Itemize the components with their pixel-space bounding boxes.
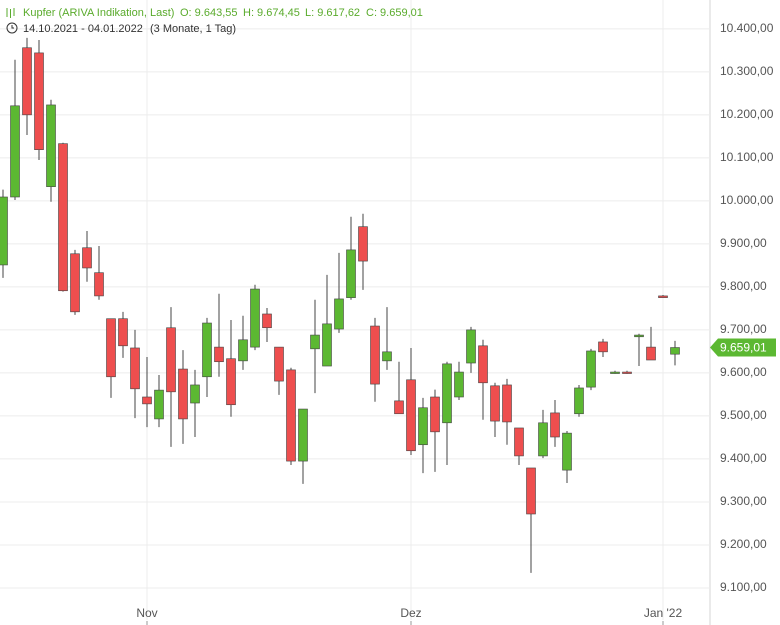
candle-body	[322, 323, 332, 367]
ohlc-label: H: 9.674,45	[243, 7, 300, 19]
y-tick-label: 9.300,00	[720, 494, 767, 508]
candle-body	[514, 427, 524, 457]
candle-body	[94, 272, 104, 297]
candle-body	[286, 369, 296, 462]
candle-body	[118, 318, 128, 347]
y-tick-label: 9.900,00	[720, 236, 767, 250]
x-tick-label: Dez	[400, 606, 421, 620]
candle-body	[274, 346, 284, 382]
candle-body	[262, 313, 272, 329]
candle-body	[610, 371, 620, 374]
y-tick-label: 10.400,00	[720, 21, 774, 35]
candle-body	[538, 422, 548, 457]
candle-body	[646, 346, 656, 361]
candle-body	[562, 432, 572, 471]
candle-body	[298, 408, 308, 462]
x-tick-label: Nov	[136, 606, 157, 620]
date-range: 14.10.2021 - 04.01.2022	[23, 23, 143, 35]
y-tick-label: 10.100,00	[720, 150, 774, 164]
candle-body	[334, 298, 344, 330]
y-tick-label: 9.800,00	[720, 279, 767, 293]
period: (3 Monate, 1 Tag)	[150, 23, 236, 35]
y-tick-label: 9.200,00	[720, 537, 767, 551]
candle-body	[478, 345, 488, 384]
ohlc-label: L: 9.617,62	[305, 7, 360, 19]
candle-body	[0, 196, 8, 266]
candle-body	[670, 347, 680, 355]
candle-body	[466, 329, 476, 364]
candle-body	[58, 143, 68, 292]
candle-body	[130, 347, 140, 390]
candle-body	[10, 105, 20, 198]
y-tick-label: 10.000,00	[720, 193, 774, 207]
instrument: Kupfer (ARIVA Indikation, Last)	[23, 7, 174, 19]
candle-body	[490, 385, 500, 422]
last-price-label: 9.659,01	[720, 341, 767, 355]
y-tick-label: 9.400,00	[720, 451, 767, 465]
candle-body	[598, 341, 608, 353]
candle-body	[202, 322, 212, 378]
candle-body	[526, 467, 536, 515]
clock-hands	[11, 25, 14, 29]
candle-body	[634, 334, 644, 338]
candle-body	[310, 334, 320, 350]
clock-icon	[6, 22, 18, 34]
candle-body	[70, 253, 80, 313]
candle-body	[574, 387, 584, 415]
ohlc-label: O: 9.643,55	[180, 7, 238, 19]
ohlc-label: C: 9.659,01	[366, 7, 423, 19]
candle-body	[106, 318, 116, 378]
candle-body	[358, 226, 368, 262]
header: Kupfer (ARIVA Indikation, Last) O: 9.643…	[5, 7, 423, 35]
y-tick-label: 10.300,00	[720, 64, 774, 78]
candle-body	[142, 396, 152, 405]
candle-body	[454, 371, 464, 398]
candle-body	[418, 407, 428, 446]
candle-body	[34, 52, 44, 150]
candle-body	[394, 400, 404, 415]
candle-body	[190, 384, 200, 404]
y-tick-label: 9.600,00	[720, 365, 767, 379]
candle-body	[238, 339, 248, 362]
candle-icon	[6, 8, 15, 18]
candle-body	[214, 346, 224, 363]
candle-body	[502, 384, 512, 423]
y-tick-label: 9.700,00	[720, 322, 767, 336]
x-tick-label: Jan '22	[644, 606, 683, 620]
candle-body	[250, 288, 260, 348]
candle-body	[82, 247, 92, 269]
candle-body	[22, 47, 32, 116]
candle-body	[154, 389, 164, 420]
candle-body	[442, 363, 452, 424]
candle-body	[622, 371, 632, 374]
header-bg	[5, 8, 18, 18]
candle-body	[430, 396, 440, 433]
candle-body	[658, 295, 668, 298]
last-price-tag	[710, 338, 776, 357]
y-tick-label: 10.200,00	[720, 107, 774, 121]
y-tick-label: 9.100,00	[720, 580, 767, 594]
candle-body	[382, 351, 392, 362]
candle-body	[166, 327, 176, 393]
candle-body	[178, 368, 188, 420]
candle-body	[346, 249, 356, 298]
candle-body	[406, 379, 416, 452]
candle-body	[586, 350, 596, 388]
candle-body	[46, 104, 56, 187]
y-tick-label: 9.500,00	[720, 408, 767, 422]
candle-body	[550, 412, 560, 438]
candle-body	[370, 325, 380, 385]
candle-body	[226, 358, 236, 406]
